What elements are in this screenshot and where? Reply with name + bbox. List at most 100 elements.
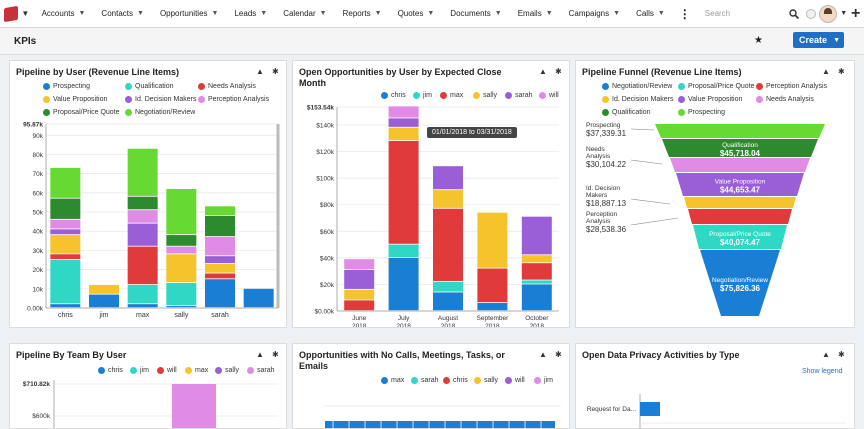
legend-item[interactable]: will (157, 367, 177, 374)
chevron-down-icon[interactable]: ▼ (494, 10, 502, 17)
legend-item[interactable]: Value Proposition (678, 96, 742, 103)
legend-item[interactable]: Qualification (602, 109, 651, 116)
legend-item[interactable]: Proposal/Price Quote (678, 83, 755, 90)
collapse-icon[interactable]: ▲ (256, 67, 264, 76)
legend-item[interactable]: jim (534, 377, 553, 384)
legend-item[interactable]: chris (443, 377, 468, 384)
legend-item[interactable]: jim (413, 92, 432, 99)
collapse-icon[interactable]: ▲ (256, 350, 264, 359)
gear-icon[interactable]: ✱ (838, 350, 845, 359)
show-legend-link[interactable]: Show legend (802, 368, 843, 375)
legend-item[interactable]: Id. Decision Makers (602, 96, 673, 103)
legend-item[interactable]: Perception Analysis (198, 96, 269, 103)
nav-item-calls[interactable]: Calls ▼ (628, 0, 673, 28)
legend-swatch (43, 96, 50, 103)
legend-item[interactable]: chris (381, 92, 406, 99)
gear-icon[interactable]: ✱ (555, 350, 562, 359)
legend-item[interactable]: Needs Analysis (198, 83, 256, 90)
nav-item-label: Contacts (101, 9, 133, 18)
bar-segment (344, 259, 375, 270)
bar-segment (433, 281, 463, 292)
legend-item[interactable]: sally (474, 377, 498, 384)
search-input[interactable]: Search (704, 9, 731, 18)
gear-icon[interactable]: ✱ (555, 67, 562, 76)
more-modules-button[interactable]: ⋮ (678, 6, 691, 21)
chevron-down-icon[interactable]: ▼ (319, 10, 327, 17)
collapse-icon[interactable]: ▲ (539, 67, 547, 76)
legend-item[interactable]: jim (130, 367, 149, 374)
collapse-icon[interactable]: ▲ (539, 350, 547, 359)
nav-item-accounts[interactable]: Accounts ▼ (34, 0, 94, 28)
chevron-down-icon[interactable]: ▼ (427, 10, 435, 17)
legend-swatch (157, 367, 164, 374)
legend-item[interactable]: max (381, 377, 404, 384)
nav-item-leads[interactable]: Leads ▼ (226, 0, 275, 28)
create-button[interactable]: Create ▼ (793, 32, 844, 48)
legend-swatch (473, 92, 480, 99)
nav-item-campaigns[interactable]: Campaigns ▼ (561, 0, 628, 28)
gear-icon[interactable]: ✱ (272, 350, 279, 359)
legend-label: sally (483, 92, 498, 99)
legend-item[interactable]: Prospecting (43, 83, 90, 90)
nav-item-documents[interactable]: Documents ▼ (442, 0, 509, 28)
y-tick-label: $120k (316, 149, 334, 156)
legend-item[interactable]: sally (473, 92, 497, 99)
dashlet-pipeline-funnel: Pipeline Funnel (Revenue Line Items) ▲ ✱… (575, 60, 855, 328)
legend-item[interactable]: Negotiation/Review (125, 109, 195, 116)
collapse-icon[interactable]: ▲ (822, 67, 830, 76)
chevron-down-icon[interactable]: ▼ (78, 10, 86, 17)
gear-icon[interactable]: ✱ (272, 67, 279, 76)
chevron-down-icon[interactable]: ▼ (545, 10, 553, 17)
legend-item[interactable]: Proposal/Price Quote (43, 109, 120, 116)
legend-item[interactable]: max (440, 92, 463, 99)
nav-item-quotes[interactable]: Quotes ▼ (390, 0, 443, 28)
chevron-down-icon[interactable]: ▼ (260, 10, 268, 17)
favorite-star-icon[interactable]: ★ (754, 35, 763, 46)
nav-item-label: Reports (342, 9, 371, 18)
chevron-down-icon[interactable]: ▼ (657, 10, 665, 17)
legend-item[interactable]: will (505, 377, 525, 384)
bar-segment (166, 235, 197, 246)
quick-create-icon[interactable]: + (850, 4, 861, 22)
legend-item[interactable]: sarah (411, 377, 439, 384)
user-menu[interactable]: ▼ (819, 0, 847, 28)
legend-item[interactable]: Negotiation/Review (602, 83, 672, 90)
chevron-down-icon[interactable]: ▼ (374, 10, 382, 17)
legend-item[interactable]: Needs Analysis (756, 96, 814, 103)
notifications-icon[interactable] (802, 0, 819, 28)
legend-item[interactable]: chris (98, 367, 123, 374)
nav-item-reports[interactable]: Reports ▼ (335, 0, 390, 28)
legend-item[interactable]: Qualification (125, 83, 174, 90)
chevron-down-icon[interactable]: ▼ (137, 10, 144, 17)
legend-label: Proposal/Price Quote (53, 109, 120, 116)
chevron-down-icon[interactable]: ▼ (211, 10, 219, 17)
nav-item-emails[interactable]: Emails ▼ (510, 0, 561, 28)
legend-item[interactable]: sarah (247, 367, 275, 374)
funnel-side-name: Analysis (586, 218, 611, 225)
chevron-down-icon[interactable]: ▼ (833, 36, 840, 44)
app-logo-menu[interactable]: ▼ (0, 0, 34, 28)
nav-item-opportunities[interactable]: Opportunities ▼ (152, 0, 227, 28)
pipeline-funnel-chart: Qualification$45,718.04 Value Proposition… (586, 122, 825, 316)
funnel-segment (684, 197, 796, 208)
legend-swatch (381, 92, 388, 99)
legend-item[interactable]: max (185, 367, 208, 374)
chevron-down-icon[interactable]: ▼ (613, 10, 621, 17)
legend-item[interactable]: Id. Decision Makers (125, 96, 196, 103)
legend-item[interactable]: Prospecting (678, 109, 725, 116)
legend-label: sarah (515, 92, 533, 99)
legend-item[interactable]: sarah (505, 92, 533, 99)
legend-item[interactable]: will (539, 92, 559, 99)
search-icon[interactable] (786, 0, 803, 28)
nav-item-label: Campaigns (568, 9, 610, 18)
nav-item-contacts[interactable]: Contacts ▼ (93, 0, 152, 28)
collapse-icon[interactable]: ▲ (822, 350, 830, 359)
bar-segment (388, 127, 419, 141)
legend-label: Perception Analysis (766, 83, 828, 90)
gear-icon[interactable]: ✱ (838, 67, 845, 76)
legend-swatch (539, 92, 546, 99)
legend-item[interactable]: sally (215, 367, 239, 374)
nav-item-calendar[interactable]: Calendar ▼ (275, 0, 334, 28)
legend-item[interactable]: Perception Analysis (756, 83, 827, 90)
legend-item[interactable]: Value Proposition (43, 96, 107, 103)
